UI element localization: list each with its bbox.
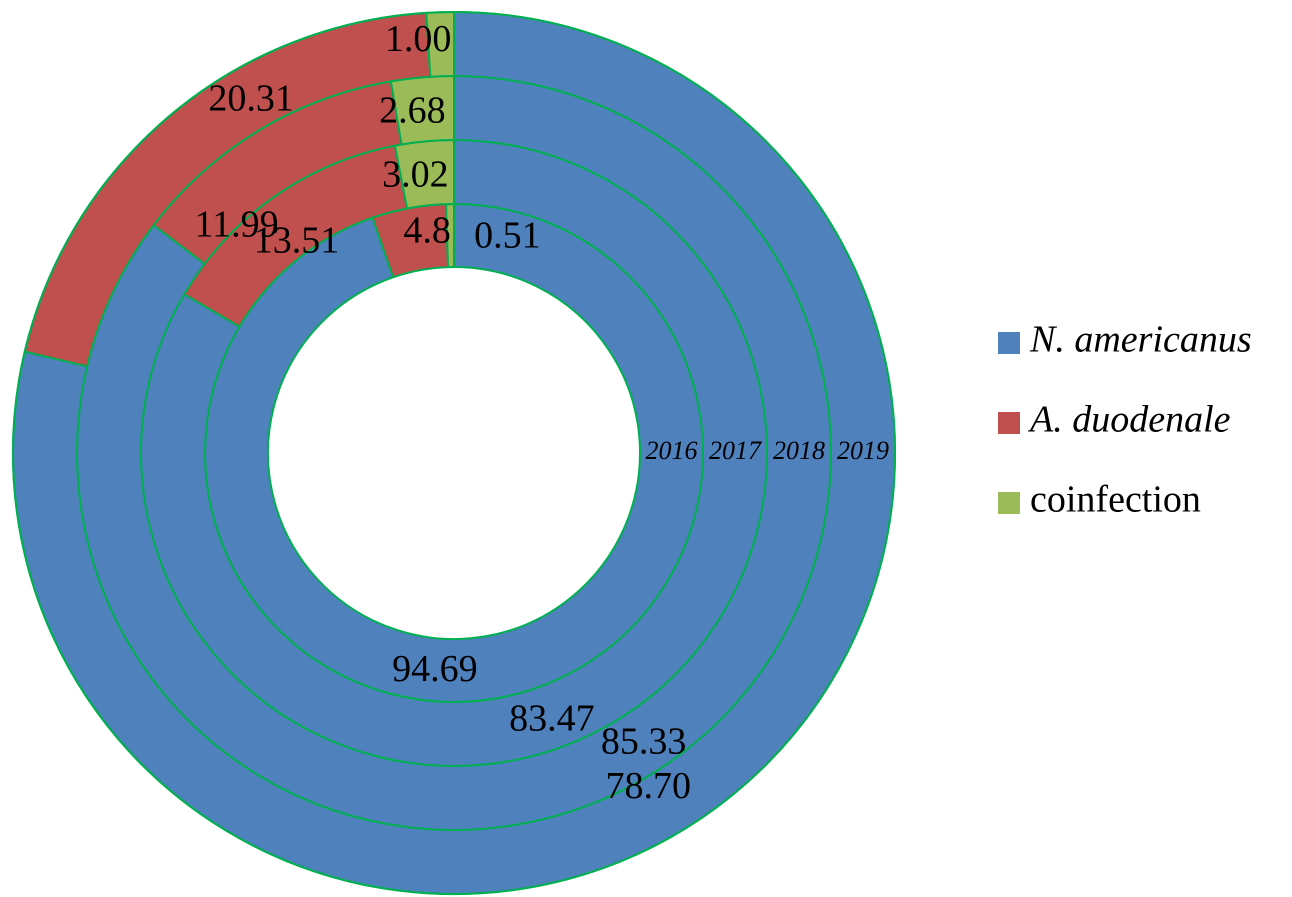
legend-label-coinfection: coinfection: [1030, 479, 1201, 521]
value-label-2016-coinfection: 0.51: [474, 215, 541, 257]
value-label-2017-n-americanus: 83.47: [509, 698, 595, 740]
ring-2016: [204, 202, 704, 703]
legend-swatch-n-americanus: [998, 332, 1020, 354]
value-label-2017-a-duodenale: 13.51: [254, 220, 340, 262]
ring-label-2017: 2017: [709, 436, 762, 465]
value-label-2019-coinfection: 1.00: [385, 18, 452, 60]
ring-label-2018: 2018: [773, 436, 825, 465]
ring-label-2016: 2016: [646, 436, 698, 465]
legend-swatch-a-duodenale: [998, 412, 1020, 434]
legend-label-n-americanus: N. americanus: [1029, 319, 1252, 361]
value-label-2019-n-americanus: 78.70: [606, 765, 692, 807]
value-label-2018-coinfection: 2.68: [379, 89, 446, 131]
legend-label-a-duodenale: A. duodenale: [1027, 399, 1231, 441]
legend-swatch-coinfection: [998, 492, 1020, 514]
value-label-2016-n-americanus: 94.69: [392, 648, 478, 690]
legend: N. americanus A. duodenale coinfection: [998, 319, 1252, 521]
outer-edge: [12, 11, 896, 895]
value-label-2016-a-duodenale: 4.8: [403, 210, 451, 252]
value-label-2018-a-duodenale: 11.99: [195, 204, 279, 246]
value-label-2018-n-americanus: 85.33: [601, 721, 687, 763]
ring-label-2019: 2019: [837, 436, 889, 465]
slice-2016-n-americanus: [204, 202, 704, 703]
value-label-2019-a-duodenale: 20.31: [208, 77, 294, 119]
value-label-2017-coinfection: 3.02: [382, 154, 449, 196]
